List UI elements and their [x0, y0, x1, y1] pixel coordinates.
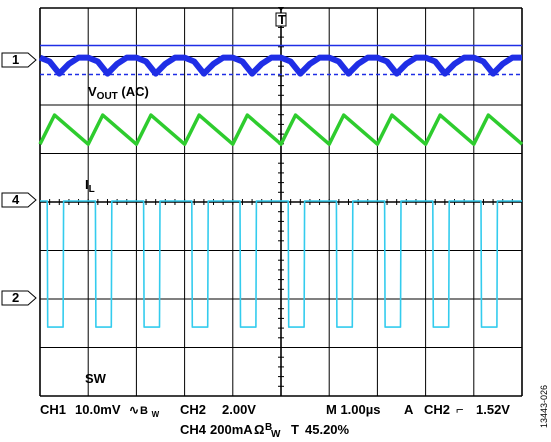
- trace-label-il: IL: [85, 177, 95, 195]
- waveform-traces: [38, 44, 524, 328]
- vout-label-suffix: (AC): [118, 84, 149, 99]
- trigger-box-icon: [275, 12, 287, 27]
- trigger-marker-label: T: [278, 12, 286, 27]
- ch1-bw-b: B: [140, 405, 148, 417]
- ch4-label: CH4: [180, 422, 207, 437]
- trigger-position-label: T: [291, 422, 299, 437]
- channel-marker-label: 4: [12, 192, 20, 207]
- readout-line-1: CH1 10.0mV ∿ B W CH2 2.00V M 1.00µs A CH…: [40, 402, 510, 420]
- series-4-line: [38, 113, 524, 146]
- acquire-mode: A: [404, 402, 414, 417]
- ch2-label: CH2: [180, 402, 206, 417]
- trigger-position-value: 45.20%: [305, 422, 350, 437]
- channel-marker-4: [1, 192, 37, 208]
- readout-line-2: CH4 200mA Ω B W T 45.20%: [180, 418, 350, 440]
- ac-coupling-icon: ∿: [129, 403, 139, 417]
- channel-marker-2: [1, 290, 37, 306]
- ch4-bw-w: W: [271, 429, 281, 440]
- ch1-scale: 10.0mV: [75, 402, 121, 417]
- channel-marker-1: [1, 52, 37, 68]
- series-1-line: [38, 54, 522, 77]
- trace-label-sw: SW: [85, 371, 107, 386]
- ch4-scale: 200mA: [210, 422, 253, 437]
- ch1-label: CH1: [40, 402, 66, 417]
- trigger-level: 1.52V: [476, 402, 510, 417]
- ch2-scale: 2.00V: [222, 402, 256, 417]
- channel-marker-label: 2: [12, 290, 19, 305]
- vout-label-main: V: [88, 84, 97, 99]
- il-label-subscript: L: [89, 184, 95, 195]
- il-label-main: I: [85, 177, 89, 192]
- ch1-bw-w: W: [152, 410, 160, 419]
- trigger-source: CH2: [424, 402, 450, 417]
- ch4-bw-b: B: [265, 422, 272, 433]
- falling-edge-icon: ⌐: [456, 402, 464, 417]
- vout-label-subscript: OUT: [97, 91, 118, 102]
- channel-marker-label: 1: [12, 52, 19, 67]
- timebase: M 1.00µs: [326, 402, 380, 417]
- ohm-icon: Ω: [254, 422, 264, 437]
- trigger-arrow-icon: [278, 7, 284, 11]
- series-2-line: [40, 200, 522, 328]
- figure-id: 13443-026: [539, 385, 549, 428]
- trace-label-vout: VOUT (AC): [88, 84, 149, 102]
- channel-markers: 1 4 2 T: [1, 7, 287, 306]
